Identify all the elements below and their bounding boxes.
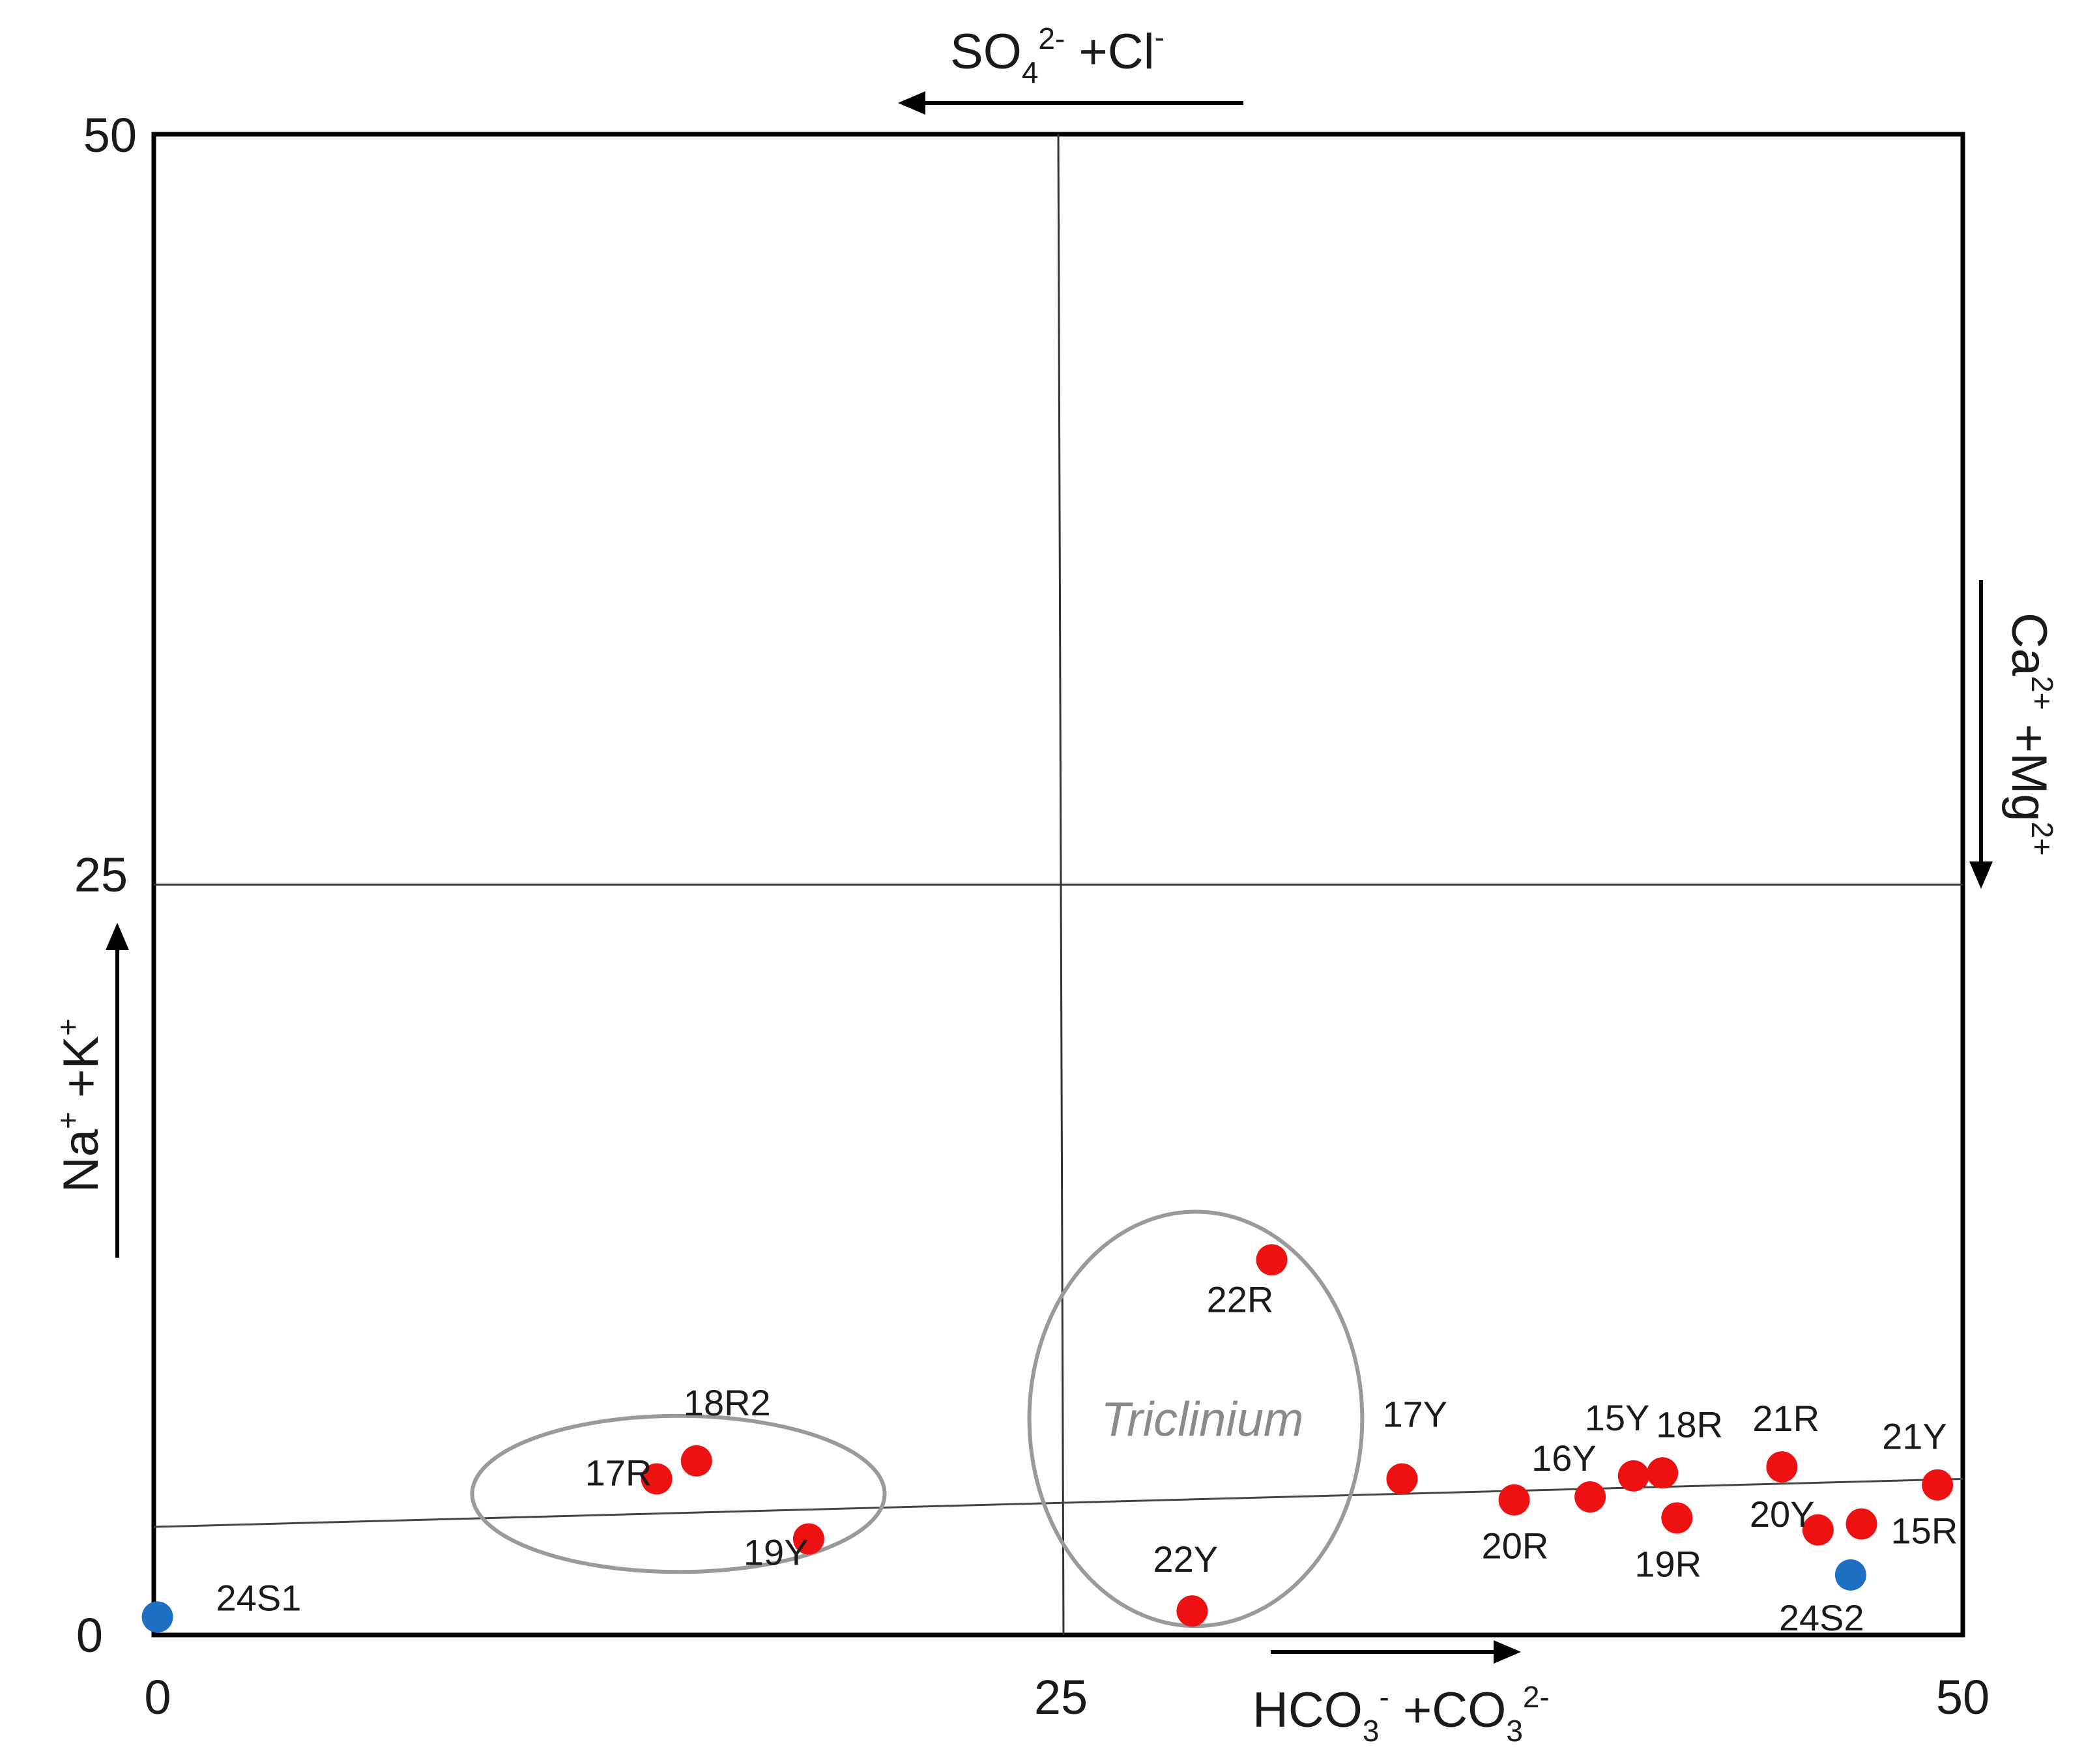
point-22Y bbox=[1176, 1595, 1208, 1627]
group-ellipse-left bbox=[470, 1413, 887, 1574]
bottom-axis-label: HCO3- +CO32- bbox=[1252, 1680, 1550, 1748]
point-label-24S1: 24S1 bbox=[216, 1577, 302, 1618]
point-label-22R: 22R bbox=[1207, 1279, 1274, 1320]
point-21R bbox=[1766, 1451, 1798, 1483]
x-tick-25: 25 bbox=[1034, 1670, 1088, 1724]
point-18R2 bbox=[680, 1445, 712, 1477]
point-24S2 bbox=[1834, 1559, 1866, 1591]
point-20R bbox=[1498, 1484, 1530, 1516]
left-arrow-head bbox=[106, 923, 129, 950]
bottom-arrow-head bbox=[1494, 1640, 1521, 1664]
point-label-17Y: 17Y bbox=[1382, 1393, 1447, 1434]
y-tick-25: 25 bbox=[74, 848, 128, 902]
point-17Y bbox=[1386, 1463, 1418, 1495]
point-18R bbox=[1647, 1457, 1679, 1489]
point-22R bbox=[1256, 1244, 1288, 1276]
point-15Y bbox=[1617, 1460, 1649, 1492]
point-20Y bbox=[1802, 1514, 1834, 1546]
x-tick-0: 0 bbox=[144, 1670, 171, 1724]
point-label-16Y: 16Y bbox=[1531, 1438, 1597, 1479]
left-axis-label: Na+ +K+ bbox=[51, 1019, 109, 1193]
point-label-15R: 15R bbox=[1891, 1511, 1958, 1552]
point-24S1 bbox=[141, 1601, 173, 1633]
point-label-17R: 17R bbox=[585, 1452, 652, 1493]
point-label-19R: 19R bbox=[1634, 1543, 1701, 1584]
point-19Y bbox=[792, 1523, 824, 1555]
point-label-21Y: 21Y bbox=[1882, 1416, 1947, 1457]
point-19R bbox=[1661, 1502, 1693, 1534]
point-label-20R: 20R bbox=[1482, 1525, 1549, 1567]
group-label-triclinium: Triclinium bbox=[1101, 1392, 1303, 1446]
right-axis-label: Ca2+ +Mg2+ bbox=[2001, 613, 2059, 856]
point-15R bbox=[1845, 1508, 1877, 1540]
point-17R bbox=[641, 1463, 673, 1495]
point-label-15Y: 15Y bbox=[1585, 1397, 1650, 1438]
point-label-20Y: 20Y bbox=[1750, 1494, 1815, 1535]
point-label-24S2: 24S2 bbox=[1779, 1597, 1864, 1638]
right-arrow-head bbox=[1969, 861, 1993, 889]
point-21Y bbox=[1922, 1469, 1954, 1501]
point-label-19Y: 19Y bbox=[744, 1532, 809, 1573]
top-axis-label: SO42- +Cl- bbox=[950, 20, 1165, 89]
y-tick-50: 50 bbox=[83, 108, 137, 162]
x-tick-50: 50 bbox=[1936, 1670, 1990, 1724]
point-label-21R: 21R bbox=[1752, 1398, 1819, 1439]
point-label-18R2: 18R2 bbox=[684, 1382, 771, 1423]
point-label-22Y: 22Y bbox=[1153, 1539, 1218, 1580]
point-16Y bbox=[1574, 1481, 1606, 1513]
point-label-18R: 18R bbox=[1656, 1404, 1723, 1445]
y-tick-0: 0 bbox=[76, 1608, 103, 1662]
top-arrow-head bbox=[898, 91, 925, 115]
